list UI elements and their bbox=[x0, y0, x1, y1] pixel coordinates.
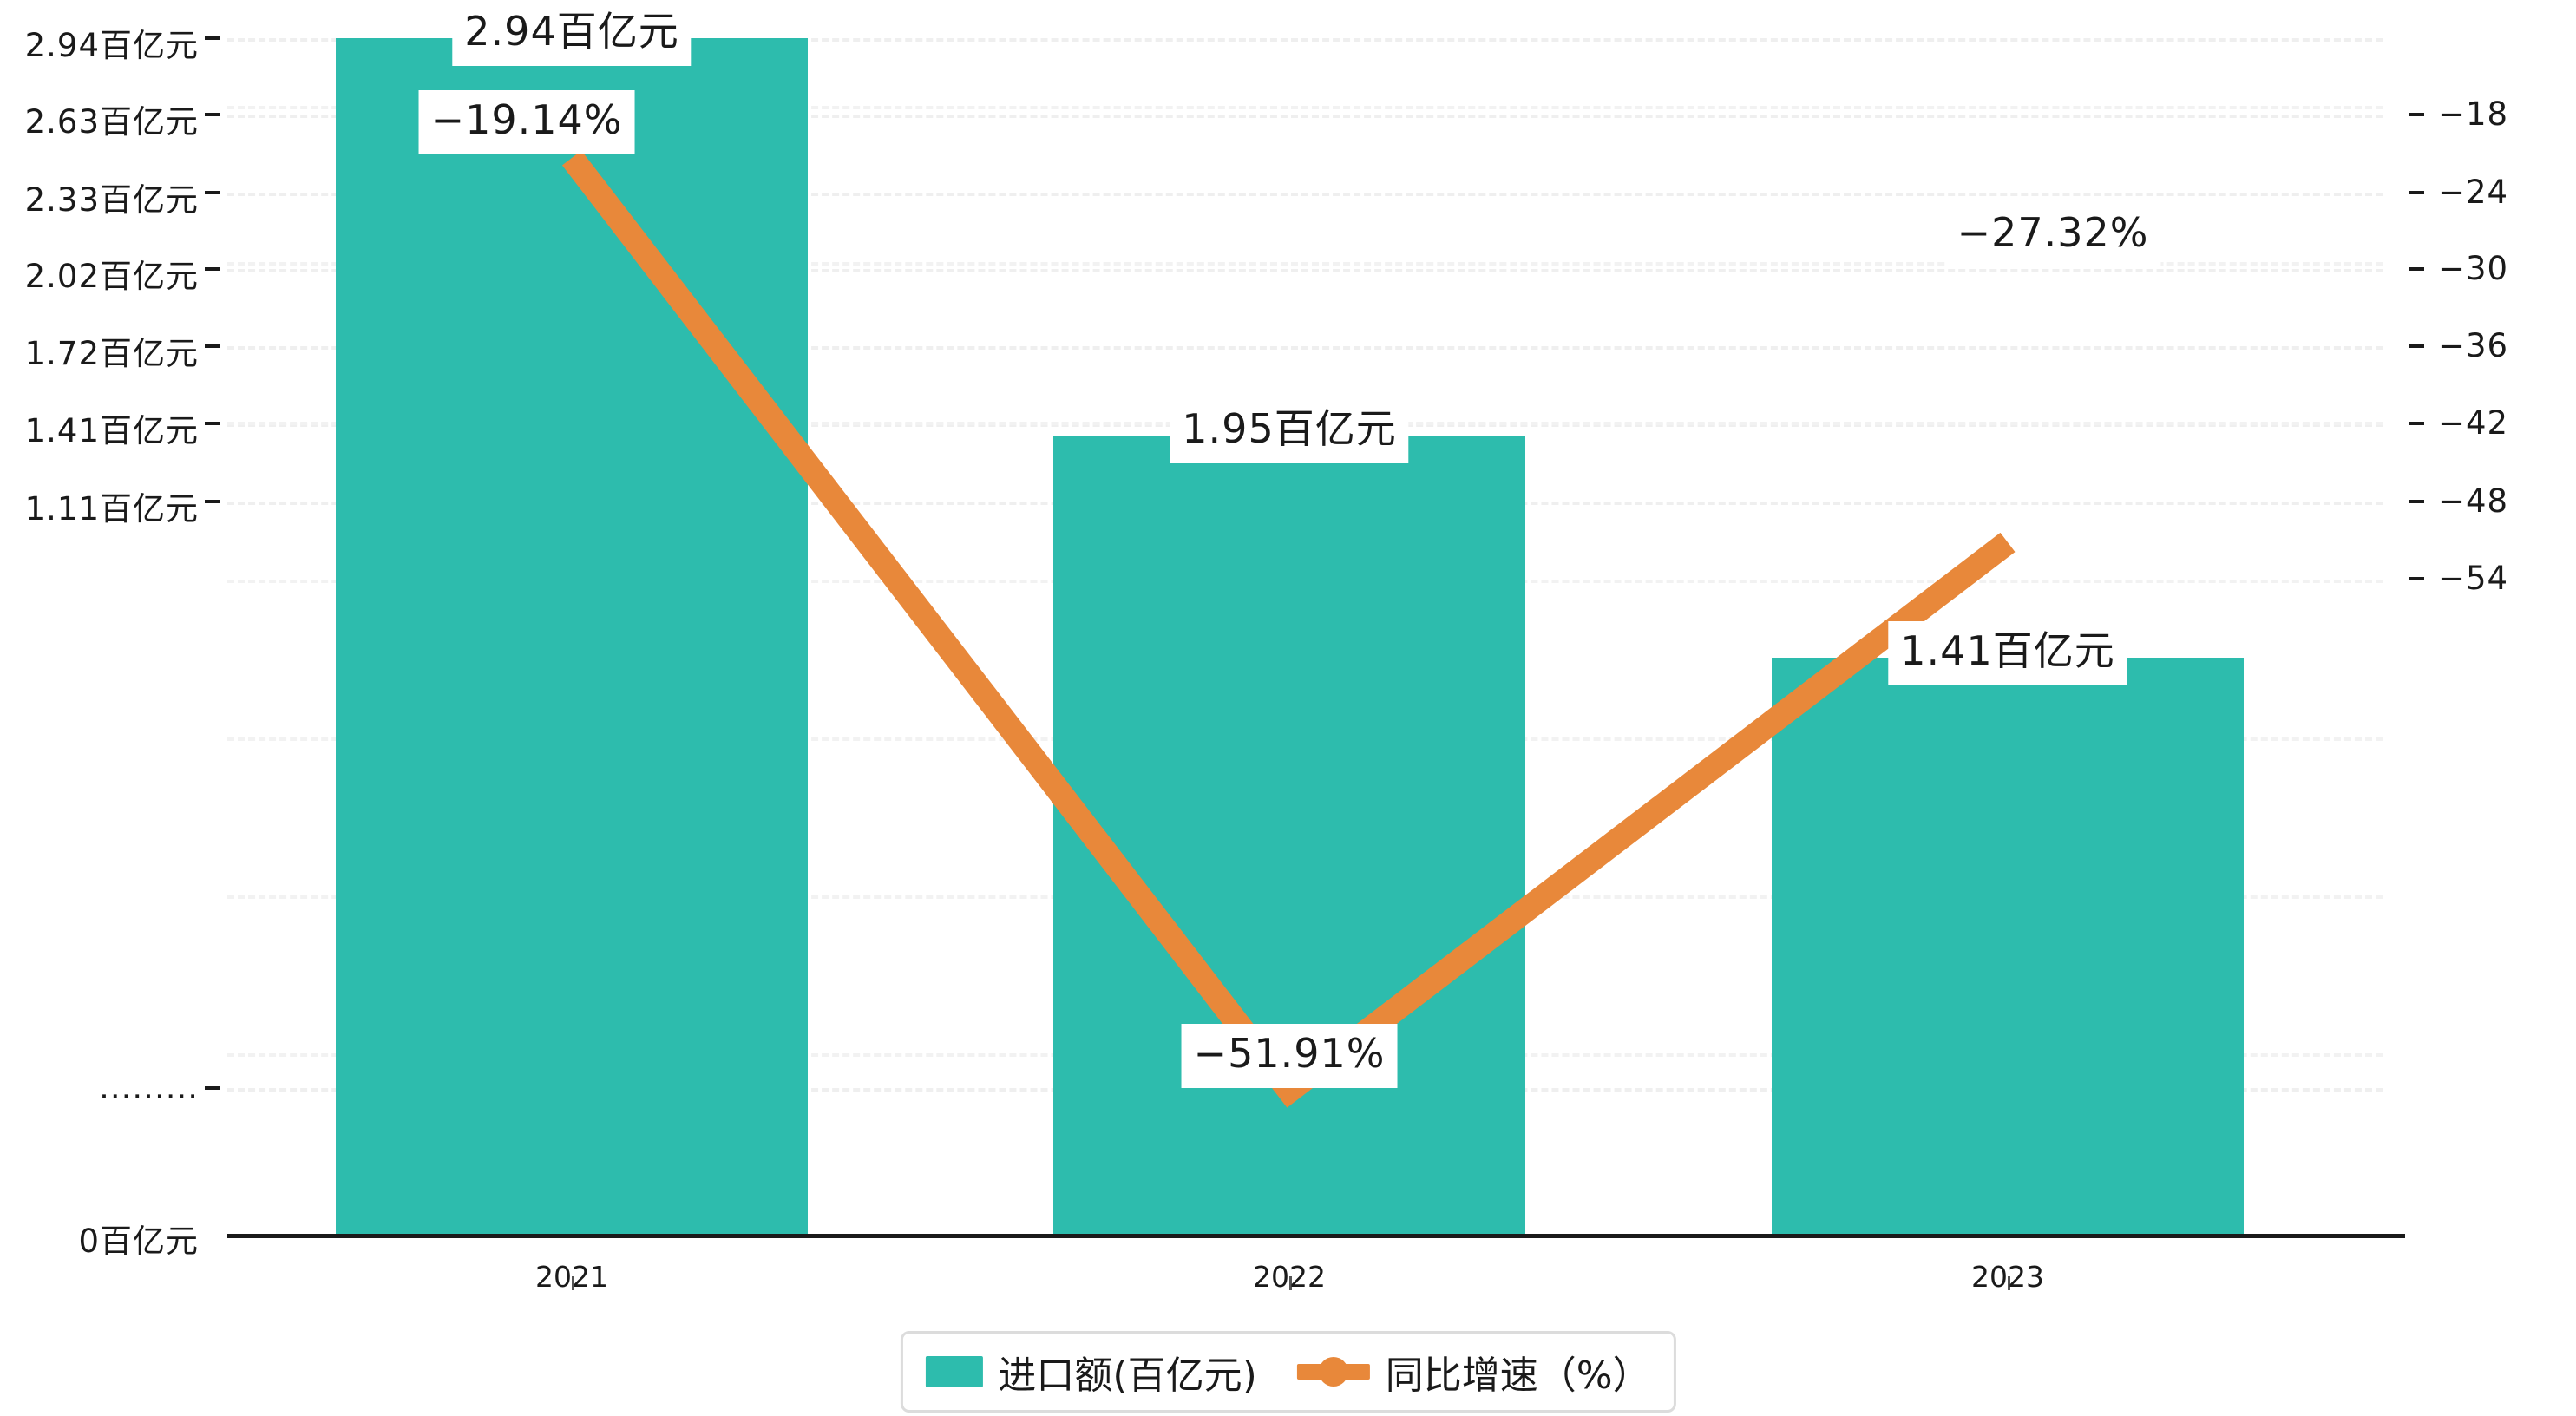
left-axis-tick-label: 2.94百亿元 bbox=[24, 27, 199, 64]
left-axis-tick-label: 2.02百亿元 bbox=[24, 258, 199, 295]
left-axis-tick-label-dotted: ......... bbox=[99, 1069, 199, 1106]
gridline bbox=[227, 38, 2383, 42]
left-axis-tick-mark bbox=[205, 113, 220, 116]
right-axis-tick-mark bbox=[2409, 577, 2424, 580]
right-axis-tick-label: −24 bbox=[2438, 174, 2509, 211]
x-axis-line bbox=[227, 1234, 2405, 1238]
right-axis-tick-mark bbox=[2409, 500, 2424, 503]
right-axis-tick-label: −42 bbox=[2438, 404, 2509, 442]
left-axis-tick-label-zero: 0百亿元 bbox=[78, 1223, 199, 1260]
bar-swatch-icon bbox=[925, 1356, 983, 1387]
line-series-growth-rate bbox=[561, 150, 2016, 1108]
bar-2021[interactable] bbox=[336, 38, 808, 1236]
left-axis-tick-mark bbox=[205, 267, 220, 271]
right-axis-tick-label: −54 bbox=[2438, 560, 2509, 597]
left-axis-tick-mark bbox=[205, 422, 220, 425]
right-axis-tick-mark bbox=[2409, 267, 2424, 271]
right-axis-tick-mark bbox=[2409, 113, 2424, 116]
gridline bbox=[227, 269, 2383, 272]
x-axis-tick-mark bbox=[1289, 1276, 1292, 1290]
left-axis-tick-label: 1.11百亿元 bbox=[24, 490, 199, 528]
left-axis-tick-label: 1.72百亿元 bbox=[24, 335, 199, 372]
bar-value-label-2022: 1.95百亿元 bbox=[1170, 399, 1409, 463]
plot-area: 2.94百亿元 1.95百亿元 1.41百亿元 −19.14% −51.91% … bbox=[227, 2, 2383, 1290]
left-axis-tick-mark bbox=[205, 500, 220, 503]
legend-item-growth-rate[interactable]: 同比增速（%） bbox=[1296, 1344, 1651, 1400]
right-axis-tick-label: −30 bbox=[2438, 250, 2509, 287]
x-axis-tick-mark bbox=[572, 1276, 574, 1290]
right-axis-tick-mark bbox=[2409, 422, 2424, 425]
line-marker-icon bbox=[1296, 1356, 1370, 1387]
line-value-label-2023: −27.32% bbox=[1944, 203, 2161, 267]
x-axis-label-2022: 2022 bbox=[1253, 1260, 1326, 1294]
gridline-secondary bbox=[227, 262, 2383, 266]
left-axis-tick-mark bbox=[205, 344, 220, 348]
legend-label-growth-rate: 同比增速（%） bbox=[1385, 1354, 1651, 1398]
right-axis-tick-mark bbox=[2409, 344, 2424, 348]
right-axis-tick-label: −48 bbox=[2438, 482, 2509, 520]
x-axis-tick-mark bbox=[2008, 1276, 2010, 1290]
gridline bbox=[227, 346, 2383, 350]
legend-label-import-value: 进口额(百亿元) bbox=[998, 1354, 1257, 1398]
gridline bbox=[227, 193, 2383, 196]
left-axis-tick-label: 2.63百亿元 bbox=[24, 103, 199, 141]
x-axis-label-2023: 2023 bbox=[1971, 1260, 2044, 1294]
line-value-label-2021: −19.14% bbox=[418, 90, 635, 154]
right-axis-tick-label: −18 bbox=[2438, 95, 2509, 133]
legend: 进口额(百亿元) 同比增速（%） bbox=[900, 1331, 1676, 1413]
bar-value-label-2023: 1.41百亿元 bbox=[1888, 621, 2127, 685]
gridline bbox=[227, 115, 2383, 118]
x-axis-label-2021: 2021 bbox=[535, 1260, 608, 1294]
growth-rate-polyline bbox=[561, 150, 2016, 1108]
gridline-secondary bbox=[227, 106, 2383, 109]
bar-value-label-2021: 2.94百亿元 bbox=[452, 2, 692, 66]
left-axis-tick-label: 1.41百亿元 bbox=[24, 412, 199, 449]
left-axis-tick-label: 2.33百亿元 bbox=[24, 181, 199, 219]
bar-2023[interactable] bbox=[1772, 658, 2244, 1236]
left-axis-tick-mark bbox=[205, 36, 220, 40]
left-axis-tick-mark bbox=[205, 191, 220, 194]
left-axis-tick-mark bbox=[205, 1086, 220, 1090]
line-value-label-2022: −51.91% bbox=[1181, 1024, 1398, 1088]
right-axis-tick-mark bbox=[2409, 191, 2424, 194]
legend-item-import-value[interactable]: 进口额(百亿元) bbox=[925, 1344, 1257, 1400]
right-axis-tick-label: −36 bbox=[2438, 327, 2509, 364]
